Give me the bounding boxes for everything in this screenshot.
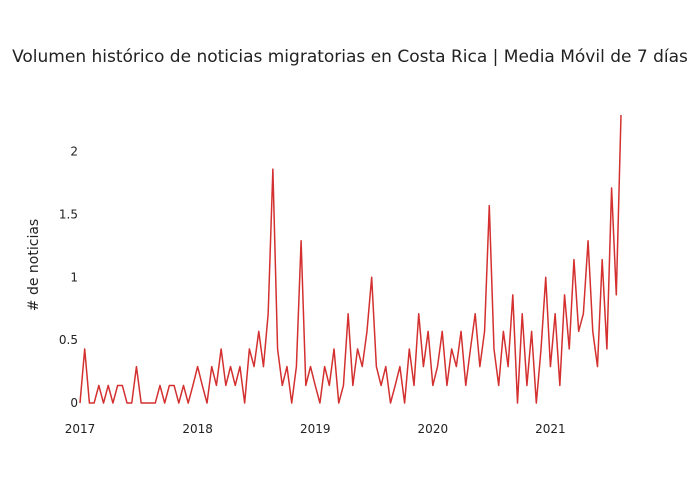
x-tick-label: 2020 <box>418 422 449 436</box>
y-axis-title: # de noticias <box>26 219 42 311</box>
y-tick-label: 0 <box>70 396 78 410</box>
chart-title: Volumen histórico de noticias migratoria… <box>12 47 688 67</box>
x-tick-label: 2019 <box>300 422 331 436</box>
y-tick-label: 1.5 <box>59 207 78 221</box>
x-tick-label: 2017 <box>65 422 96 436</box>
y-tick-label: 0.5 <box>59 333 78 347</box>
x-tick-label: 2021 <box>535 422 566 436</box>
line-series <box>79 114 622 404</box>
x-tick-label: 2018 <box>182 422 213 436</box>
y-tick-label: 2 <box>70 144 78 158</box>
y-tick-label: 1 <box>70 270 78 284</box>
